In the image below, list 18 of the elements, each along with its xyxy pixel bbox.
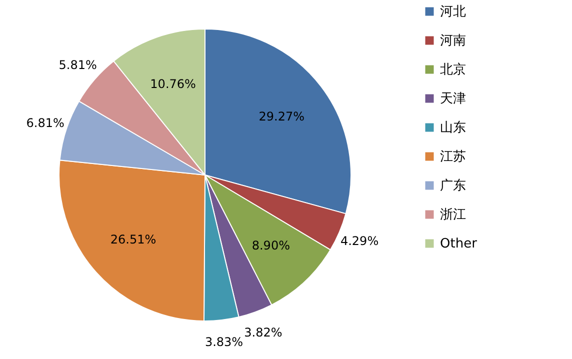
data-label: 26.51% — [110, 232, 156, 246]
data-label: 29.27% — [258, 110, 305, 124]
legend-label: 江苏 — [440, 150, 466, 164]
data-label: 8.90% — [252, 238, 290, 252]
legend-label: 北京 — [440, 62, 466, 78]
legend-label: 山东 — [440, 120, 466, 136]
data-label: 3.82% — [244, 326, 282, 340]
legend-label: 广东 — [440, 178, 466, 194]
legend-label: Other — [440, 236, 478, 252]
data-label: 4.29% — [340, 234, 379, 248]
data-label: 6.81% — [26, 116, 64, 130]
legend-label: 河北 — [440, 4, 466, 20]
legend-label: 天津 — [440, 92, 466, 106]
data-label: 10.76% — [150, 77, 196, 92]
data-label: 3.83% — [204, 334, 244, 349]
data-label: 5.81% — [58, 58, 97, 72]
legend-label: 浙江 — [440, 208, 466, 222]
legend-label: 河南 — [440, 34, 466, 48]
